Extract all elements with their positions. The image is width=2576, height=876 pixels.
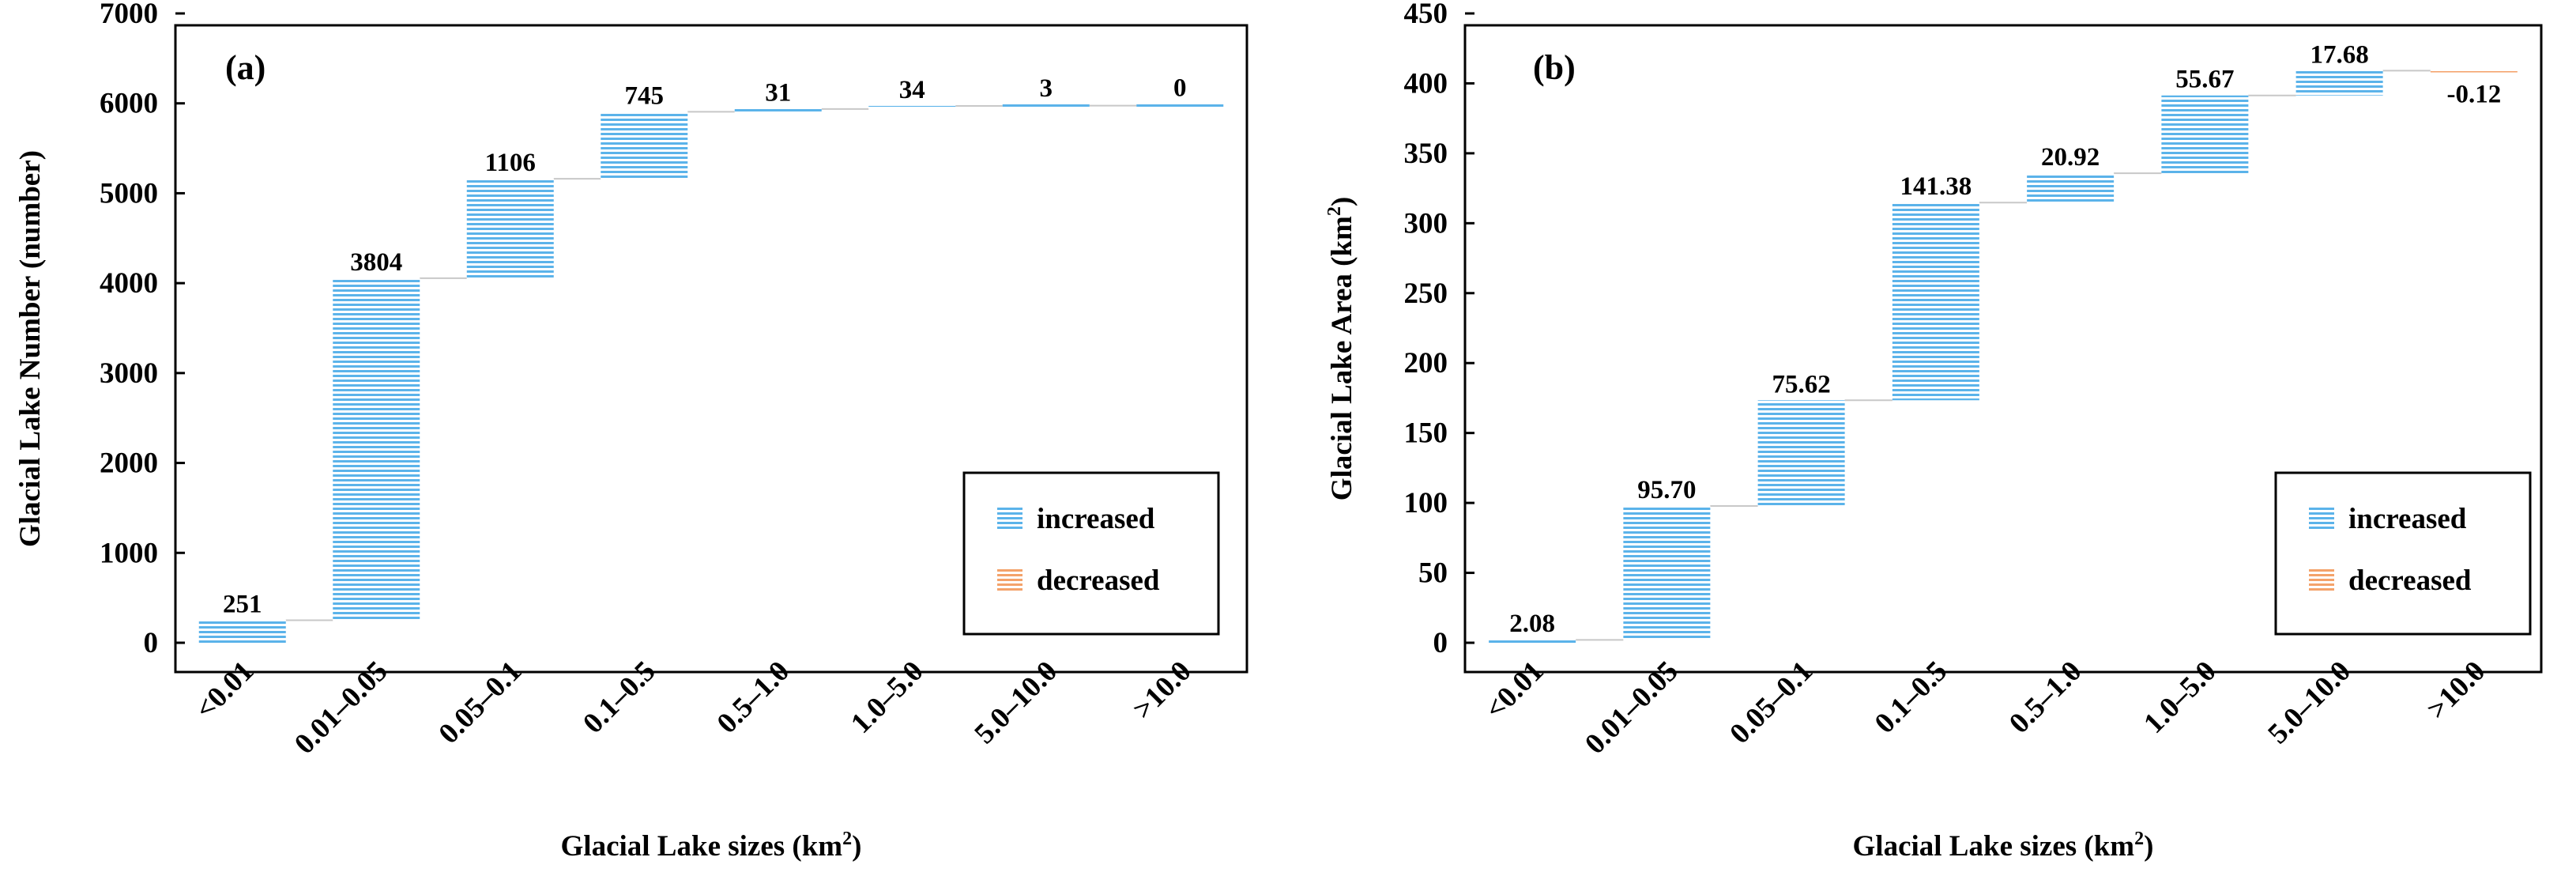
panel-a-y-tick-label: 3000: [100, 357, 158, 390]
panel-b-value-label: 95.70: [1637, 476, 1696, 504]
panel-b-legend-label-decreased: decreased: [2348, 564, 2472, 597]
panel-a-value-label: 31: [765, 79, 791, 108]
panel-b-plot-frame: [1463, 24, 2543, 674]
panel-a-value-label: 3: [1040, 74, 1053, 103]
panel-b-y-tick-label: 250: [1404, 278, 1448, 310]
panel-b-x-tick-label: 0.5–1.0: [2003, 655, 2088, 739]
panel-a-bars: [198, 104, 1224, 643]
panel-b: 0 50 100 150 200 250 300 350 400 450 2.08 95.70 75.…: [1324, 0, 2543, 863]
panel-b-legend-swatch-increased: [2309, 506, 2334, 531]
panel-a-value-label: 34: [899, 76, 925, 104]
panel-b-y-axis: 0 50 100 150 200 250 300 350 400 450: [1404, 0, 1474, 659]
panel-a-y-tick-label: 5000: [100, 177, 158, 210]
panel-a-value-label: 745: [625, 81, 665, 110]
panel-a-y-tick-label: 6000: [100, 88, 158, 120]
panel-b-value-label: -0.12: [2447, 81, 2502, 109]
panel-b-value-label: 20.92: [2041, 143, 2100, 172]
panel-b-x-tick-label: 0.1–0.5: [1869, 655, 1953, 739]
panel-a-value-label: 0: [1173, 74, 1187, 103]
panel-a-x-tick-label: >10.0: [1127, 655, 1198, 726]
panel-a-legend-swatch-increased: [997, 506, 1022, 531]
panel-b-x-tick-label: >10.0: [2421, 655, 2492, 726]
panel-a-bar: [734, 108, 822, 112]
panel-b-value-label: 17.68: [2310, 40, 2369, 69]
panel-b-y-axis-title: Glacial Lake Area (km2): [1324, 197, 1358, 500]
panel-b-bar: [1757, 400, 1845, 507]
panel-b-bar: [2161, 95, 2249, 174]
panel-a-label: (a): [225, 48, 266, 87]
panel-b-bar: [1489, 640, 1576, 644]
panel-b-x-tick-label: 0.05–0.1: [1723, 655, 1819, 750]
panel-b-y-tick-label: 300: [1404, 207, 1448, 240]
panel-b-bar: [2295, 70, 2383, 96]
panel-b-bar: [1892, 202, 1979, 401]
panel-a-bar: [1002, 104, 1090, 108]
panel-a-y-axis: 0 1000 2000 3000 4000 5000 6000 7000: [100, 0, 185, 659]
panel-a-x-tick-label: 0.5–1.0: [711, 655, 796, 739]
panel-b-value-label: 55.67: [2175, 66, 2234, 94]
panel-b-x-tick-label: 1.0–5.0: [2137, 655, 2222, 739]
panel-b-bar: [2027, 173, 2115, 203]
panel-b-x-tick-label: 5.0–10.0: [2262, 655, 2357, 750]
panel-b-y-tick-label: 50: [1418, 557, 1448, 590]
panel-b-y-tick-label: 0: [1433, 627, 1448, 659]
panel-b-bar: [2430, 69, 2518, 73]
panel-a-y-tick-label: 1000: [100, 537, 158, 569]
panel-a-x-tick-label: <0.01: [189, 655, 260, 726]
panel-a-bar: [198, 620, 286, 643]
panel-b-x-axis: <0.01 0.01–0.05 0.05–0.1 0.1–0.5 0.5–1.0 1.0–…: [1479, 655, 2491, 761]
panel-a-y-axis-title: Glacial Lake Number (number): [14, 150, 47, 547]
panel-b-x-axis-title: Glacial Lake sizes (km2): [1853, 829, 2154, 863]
panel-b-connectors: [1576, 70, 2431, 641]
panel-a-connectors: [285, 104, 1137, 621]
panel-b-bars: [1489, 69, 2518, 644]
panel-a-y-tick-label: 7000: [100, 0, 158, 30]
panel-a-legend-label-decreased: decreased: [1037, 564, 1160, 597]
panel-a-legend-swatch-decreased: [997, 568, 1022, 593]
panel-a-bar: [868, 105, 956, 109]
panel-a-x-tick-label: 0.05–0.1: [433, 655, 529, 750]
panel-b-value-label: 141.38: [1900, 172, 1972, 201]
panel-b-legend: increased decreased: [2274, 471, 2532, 636]
panel-a-value-label: 3804: [350, 248, 402, 277]
panel-a-x-axis: <0.01 0.01–0.05 0.05–0.1 0.1–0.5 0.5–1.0 1.0–…: [189, 655, 1197, 761]
panel-a-value-label: 1106: [485, 149, 536, 177]
panel-b-y-tick-label: 350: [1404, 138, 1448, 170]
panel-b-legend-box: [2274, 471, 2532, 636]
panel-b-bar: [1623, 506, 1711, 640]
panel-a-x-axis-title: Glacial Lake sizes (km2): [561, 829, 862, 863]
panel-a-bar: [333, 278, 420, 621]
panel-a-y-tick-label: 2000: [100, 447, 158, 480]
panel-b-y-tick-label: 150: [1404, 417, 1448, 450]
panel-a-bar: [601, 111, 688, 179]
panel-b-y-tick-label: 450: [1404, 0, 1448, 30]
panel-a: 0 1000 2000 3000 4000 5000 6000 7000 251 3804 110…: [14, 0, 1248, 863]
panel-b-x-tick-label: <0.01: [1479, 655, 1550, 726]
panel-a-bar: [466, 179, 554, 278]
panel-a-x-tick-label: 5.0–10.0: [969, 655, 1064, 750]
panel-a-x-tick-label: 1.0–5.0: [845, 655, 929, 739]
panel-a-x-tick-label: 0.01–0.05: [288, 655, 394, 761]
panel-a-y-tick-label: 0: [144, 627, 159, 659]
panel-b-label: (b): [1533, 48, 1576, 87]
panel-b-value-label: 75.62: [1772, 370, 1831, 398]
panel-a-x-tick-label: 0.1–0.5: [577, 655, 661, 739]
panel-a-legend: increased decreased: [962, 471, 1220, 636]
panel-a-legend-box: [962, 471, 1220, 636]
panel-b-y-tick-label: 400: [1404, 67, 1448, 100]
panel-a-legend-label-increased: increased: [1037, 503, 1155, 535]
panel-a-value-labels: 251 3804 1106 745 31 34 3 0: [223, 74, 1187, 619]
panel-b-x-tick-label: 0.01–0.05: [1579, 655, 1685, 761]
panel-a-value-label: 251: [223, 590, 262, 618]
panel-b-value-labels: 2.08 95.70 75.62 141.38 20.92 55.67 17.68 -0.12: [1509, 40, 2501, 638]
panel-b-y-tick-label: 100: [1404, 487, 1448, 519]
panel-b-legend-swatch-decreased: [2309, 568, 2334, 593]
panel-a-plot-frame: [174, 24, 1248, 674]
panel-b-legend-label-increased: increased: [2348, 503, 2467, 535]
panel-a-y-tick-label: 4000: [100, 267, 158, 300]
panel-b-value-label: 2.08: [1509, 610, 1555, 638]
panel-b-y-tick-label: 200: [1404, 347, 1448, 379]
panel-a-bar: [1136, 104, 1224, 108]
